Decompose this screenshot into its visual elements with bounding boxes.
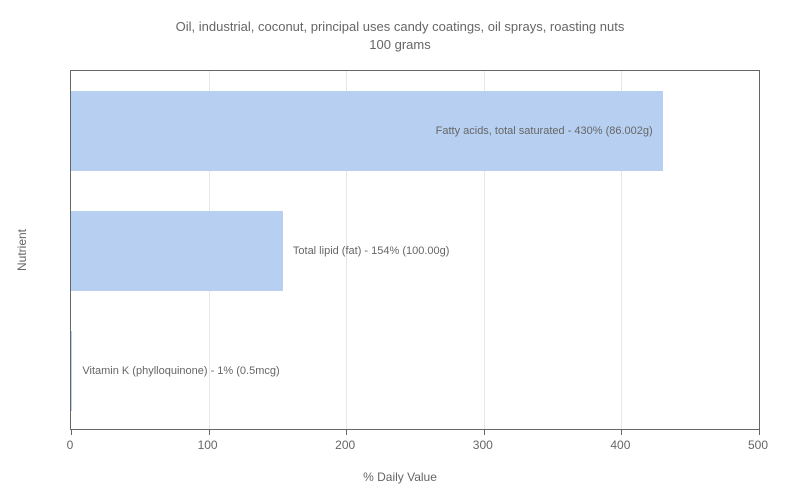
chart-title-line1: Oil, industrial, coconut, principal uses…	[176, 19, 625, 34]
plot-area: Fatty acids, total saturated - 430% (86.…	[70, 70, 760, 430]
bar-label: Vitamin K (phylloquinone) - 1% (0.5mcg)	[82, 365, 279, 377]
x-tick	[621, 429, 622, 435]
x-tick-label: 500	[748, 438, 768, 452]
x-tick	[71, 429, 72, 435]
x-tick	[484, 429, 485, 435]
x-tick	[759, 429, 760, 435]
x-tick-label: 200	[335, 438, 355, 452]
chart-title-line2: 100 grams	[369, 37, 430, 52]
y-axis-title: Nutrient	[15, 229, 29, 271]
x-tick	[346, 429, 347, 435]
chart-title: Oil, industrial, coconut, principal uses…	[0, 18, 800, 53]
x-tick-label: 100	[198, 438, 218, 452]
bar-label: Fatty acids, total saturated - 430% (86.…	[436, 125, 653, 137]
nutrient-chart: Oil, industrial, coconut, principal uses…	[0, 0, 800, 500]
bar-label: Total lipid (fat) - 154% (100.00g)	[293, 245, 450, 257]
bar	[71, 211, 283, 291]
x-tick-label: 400	[610, 438, 630, 452]
x-axis-title: % Daily Value	[0, 470, 800, 484]
x-tick	[209, 429, 210, 435]
bar	[71, 331, 72, 411]
x-tick-label: 300	[473, 438, 493, 452]
x-tick-label: 0	[67, 438, 74, 452]
